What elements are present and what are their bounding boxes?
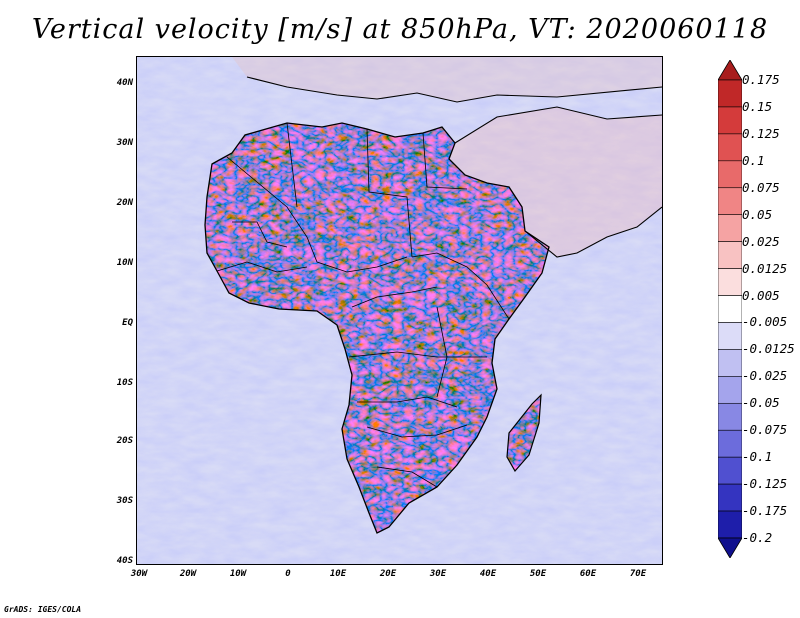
colorbar-tick-label: -0.005 bbox=[742, 314, 788, 330]
colorbar-bin bbox=[718, 429, 742, 458]
colorbar-bin bbox=[718, 133, 742, 162]
lon-label-50e: 50E bbox=[529, 569, 547, 579]
colorbar-bottom-arrow bbox=[718, 537, 742, 558]
lon-label-60e: 60E bbox=[579, 569, 597, 579]
lat-label-30n: 30N bbox=[116, 138, 133, 148]
lon-label-20e: 20E bbox=[379, 569, 397, 579]
colorbar-tick-label: -0.0125 bbox=[742, 341, 795, 357]
colorbar-bin bbox=[718, 187, 742, 216]
colorbar-bin bbox=[718, 295, 742, 323]
colorbar-bin bbox=[718, 483, 742, 512]
lon-label-0: 0 bbox=[285, 569, 291, 579]
colorbar-bin bbox=[718, 241, 742, 269]
madagascar-coastline bbox=[506, 393, 542, 473]
colorbar-tick-label: -0.1 bbox=[742, 449, 773, 465]
lon-label-30w: 30W bbox=[130, 569, 148, 579]
colorbar-tick-label: -0.05 bbox=[742, 395, 780, 411]
arabia-coastline bbox=[454, 106, 662, 258]
lat-label-10n: 10N bbox=[116, 258, 133, 268]
colorbar-bin bbox=[718, 510, 742, 539]
colorbar-tick-label: 0.05 bbox=[742, 206, 773, 222]
colorbar-tick-label: 0.0125 bbox=[742, 260, 788, 276]
colorbar-tick-label: -0.025 bbox=[742, 368, 788, 384]
colorbar-tick-label: 0.005 bbox=[742, 287, 780, 303]
colorbar-tick-label: 0.15 bbox=[742, 98, 773, 114]
map-panel bbox=[136, 56, 663, 565]
colorbar-bin bbox=[718, 456, 742, 485]
map-title: Vertical velocity [m/s] at 850hPa, VT: 2… bbox=[31, 14, 769, 45]
lat-label-20s: 20S bbox=[116, 436, 133, 446]
colorbar-bin bbox=[718, 349, 742, 377]
lat-label-10s: 10S bbox=[116, 378, 133, 388]
arabia-region bbox=[449, 107, 662, 257]
colorbar-tick-label: -0.175 bbox=[742, 503, 788, 519]
colorbar-tick-label: 0.175 bbox=[742, 72, 780, 87]
colorbar-tick-label: -0.075 bbox=[742, 422, 788, 438]
colorbar-bin bbox=[718, 402, 742, 431]
colorbar-bin bbox=[718, 160, 742, 189]
lat-label-40s: 40S bbox=[116, 556, 133, 566]
lon-label-70e: 70E bbox=[629, 569, 647, 579]
colorbar-tick-label: 0.1 bbox=[742, 152, 765, 168]
europe-region bbox=[232, 57, 662, 102]
colorbar-tick-label: 0.025 bbox=[742, 233, 780, 249]
colorbar-bin bbox=[718, 214, 742, 242]
colorbar-bin bbox=[718, 376, 742, 404]
colorbar-bin bbox=[718, 268, 742, 296]
lat-label-20n: 20N bbox=[116, 198, 133, 208]
lat-label-40n: 40N bbox=[116, 78, 133, 88]
lat-label-30s: 30S bbox=[116, 496, 133, 506]
colorbar bbox=[718, 60, 742, 558]
colorbar-bin bbox=[718, 322, 742, 350]
lat-label-eq: EQ bbox=[122, 318, 133, 328]
colorbar-tick-label: 0.075 bbox=[742, 179, 780, 195]
colorbar-top-arrow bbox=[718, 60, 742, 81]
colorbar-tick-label: -0.2 bbox=[742, 530, 773, 545]
europe-coastline bbox=[246, 76, 662, 103]
africa-coastline bbox=[204, 122, 550, 534]
lon-label-40e: 40E bbox=[479, 569, 497, 579]
credit-label: GrADS: IGES/COLA bbox=[4, 605, 82, 614]
lon-label-20w: 20W bbox=[179, 569, 197, 579]
colorbar-tick-label: 0.125 bbox=[742, 125, 780, 141]
lon-label-30e: 30E bbox=[429, 569, 447, 579]
country-borders bbox=[216, 122, 510, 488]
colorbar-bin bbox=[718, 106, 742, 135]
colorbar-bin bbox=[718, 79, 742, 108]
vertical-velocity-map bbox=[137, 57, 662, 564]
lon-label-10e: 10E bbox=[329, 569, 347, 579]
colorbar-tick-label: -0.125 bbox=[742, 476, 788, 492]
lon-label-10w: 10W bbox=[229, 569, 247, 579]
